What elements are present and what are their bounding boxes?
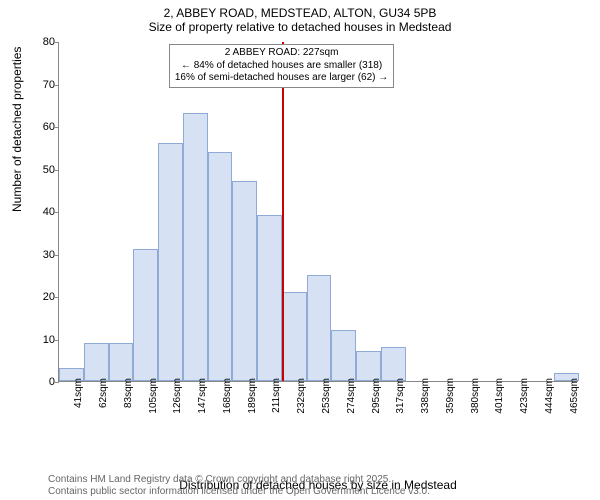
y-tick-label: 60 (29, 121, 55, 133)
x-tick-label: 253sqm (321, 378, 332, 418)
y-tick-mark (55, 212, 59, 213)
x-tick-label: 444sqm (544, 378, 555, 418)
annotation-line-3: 16% of semi-detached houses are larger (… (175, 72, 388, 85)
histogram-bar (158, 143, 183, 381)
footer-line-2: Contains public sector information licen… (48, 486, 430, 498)
annotation-line-1: 2 ABBEY ROAD: 227sqm (175, 47, 388, 60)
histogram-bar (183, 113, 208, 381)
y-tick-label: 30 (29, 249, 55, 261)
x-tick-label: 105sqm (148, 378, 159, 418)
y-tick-mark (55, 255, 59, 256)
x-tick-label: 338sqm (420, 378, 431, 418)
plot-area: 0102030405060708041sqm62sqm83sqm105sqm12… (58, 42, 578, 382)
annotation-line-2: ← 84% of detached houses are smaller (31… (175, 60, 388, 73)
property-marker-line (282, 42, 284, 381)
y-axis-label: Number of detached properties (10, 47, 24, 212)
histogram-bar (282, 292, 307, 381)
x-tick-label: 380sqm (470, 378, 481, 418)
x-tick-label: 147sqm (197, 378, 208, 418)
histogram-bar (257, 215, 282, 381)
x-tick-label: 62sqm (98, 378, 109, 418)
footer-line-1: Contains HM Land Registry data © Crown c… (48, 474, 430, 486)
y-tick-label: 50 (29, 164, 55, 176)
histogram-bar (109, 343, 134, 381)
chart-title: 2, ABBEY ROAD, MEDSTEAD, ALTON, GU34 5PB… (0, 0, 600, 34)
histogram-bar (381, 347, 406, 381)
footer-attribution: Contains HM Land Registry data © Crown c… (48, 474, 430, 498)
histogram-chart: Number of detached properties 0102030405… (58, 42, 578, 422)
y-tick-label: 40 (29, 206, 55, 218)
x-tick-label: 401sqm (494, 378, 505, 418)
x-tick-label: 189sqm (247, 378, 258, 418)
x-tick-label: 359sqm (445, 378, 456, 418)
y-tick-mark (55, 340, 59, 341)
histogram-bar (356, 351, 381, 381)
annotation-box: 2 ABBEY ROAD: 227sqm← 84% of detached ho… (169, 44, 394, 88)
y-tick-mark (55, 382, 59, 383)
x-tick-label: 83sqm (123, 378, 134, 418)
x-tick-label: 126sqm (172, 378, 183, 418)
y-tick-mark (55, 297, 59, 298)
y-tick-label: 20 (29, 291, 55, 303)
title-line-2: Size of property relative to detached ho… (0, 20, 600, 34)
x-tick-label: 317sqm (395, 378, 406, 418)
histogram-bar (307, 275, 332, 381)
x-tick-label: 168sqm (222, 378, 233, 418)
x-tick-label: 465sqm (569, 378, 580, 418)
y-tick-mark (55, 42, 59, 43)
title-line-1: 2, ABBEY ROAD, MEDSTEAD, ALTON, GU34 5PB (0, 6, 600, 20)
y-tick-mark (55, 127, 59, 128)
histogram-bar (331, 330, 356, 381)
y-tick-mark (55, 170, 59, 171)
histogram-bar (208, 152, 233, 382)
y-tick-label: 10 (29, 334, 55, 346)
y-tick-label: 80 (29, 36, 55, 48)
histogram-bar (133, 249, 158, 381)
x-tick-label: 41sqm (73, 378, 84, 418)
x-tick-label: 274sqm (346, 378, 357, 418)
y-tick-mark (55, 85, 59, 86)
x-tick-label: 232sqm (296, 378, 307, 418)
x-tick-label: 211sqm (271, 378, 282, 418)
x-tick-label: 295sqm (371, 378, 382, 418)
y-tick-label: 70 (29, 79, 55, 91)
histogram-bar (232, 181, 257, 381)
x-tick-label: 423sqm (519, 378, 530, 418)
y-tick-label: 0 (29, 376, 55, 388)
histogram-bar (84, 343, 109, 381)
